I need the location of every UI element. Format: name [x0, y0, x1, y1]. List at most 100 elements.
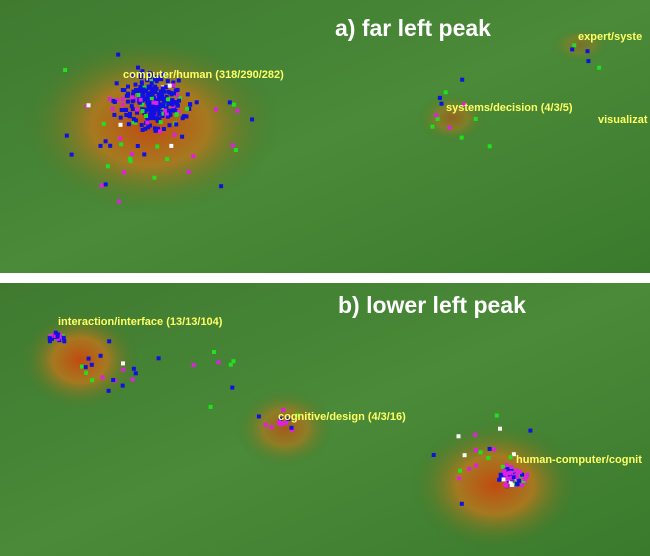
point — [183, 114, 188, 119]
point — [176, 78, 181, 83]
point — [500, 464, 505, 469]
point — [90, 378, 95, 383]
point — [151, 116, 156, 121]
point — [507, 472, 512, 477]
point — [148, 116, 153, 121]
point — [161, 127, 166, 131]
point — [504, 473, 509, 478]
point — [278, 416, 283, 421]
point — [64, 133, 69, 138]
point — [110, 106, 115, 111]
point — [86, 356, 91, 361]
point — [148, 103, 152, 108]
point — [158, 129, 162, 134]
point — [492, 447, 497, 452]
point — [437, 95, 442, 100]
point — [216, 360, 221, 365]
point — [105, 164, 110, 169]
point — [138, 84, 143, 89]
cluster-label: interaction/interface (13/13/104) — [58, 316, 223, 328]
point — [227, 100, 232, 105]
point — [131, 117, 136, 121]
point — [161, 89, 166, 93]
point — [49, 336, 54, 341]
point — [158, 120, 163, 125]
point — [142, 97, 147, 102]
point — [155, 107, 160, 112]
panel-title: a) far left peak — [335, 15, 491, 41]
point — [130, 74, 135, 79]
point — [142, 111, 147, 116]
point — [157, 76, 162, 81]
point — [151, 108, 156, 113]
point — [504, 463, 509, 467]
point — [154, 116, 159, 121]
point — [151, 100, 156, 105]
point — [62, 339, 67, 344]
point — [185, 92, 190, 97]
panel-b: b) lower left peak interaction/interface… — [0, 283, 650, 556]
point — [58, 332, 63, 337]
point — [185, 106, 190, 111]
point — [158, 91, 163, 96]
point — [145, 94, 150, 99]
point — [126, 122, 131, 127]
point — [131, 98, 136, 103]
point — [430, 124, 435, 129]
point — [145, 120, 150, 125]
point — [84, 370, 89, 375]
point — [120, 102, 125, 107]
point — [175, 103, 180, 108]
panel-title: b) lower left peak — [338, 292, 526, 318]
point — [139, 75, 143, 79]
point — [138, 97, 143, 102]
point — [524, 475, 529, 479]
point — [165, 79, 170, 84]
point — [150, 103, 155, 108]
point — [134, 97, 139, 102]
point — [158, 89, 163, 94]
point — [514, 476, 519, 481]
point — [83, 365, 88, 370]
point — [141, 87, 146, 92]
point — [528, 428, 533, 433]
point — [135, 107, 140, 112]
point — [133, 371, 138, 376]
point — [515, 482, 520, 487]
point — [136, 65, 140, 70]
peak — [410, 420, 580, 550]
point — [153, 77, 157, 82]
point — [167, 113, 172, 118]
point — [124, 93, 129, 98]
point — [133, 82, 138, 87]
point — [522, 477, 527, 482]
point — [474, 463, 479, 468]
point — [231, 102, 236, 107]
point — [112, 112, 117, 117]
point — [99, 183, 104, 188]
point — [514, 473, 519, 478]
point — [143, 108, 147, 113]
point — [153, 84, 158, 89]
point — [149, 92, 154, 97]
point — [131, 89, 136, 94]
point — [166, 97, 171, 102]
point — [520, 472, 525, 477]
point — [55, 336, 60, 341]
point — [174, 122, 179, 127]
point — [152, 126, 157, 131]
point — [134, 118, 138, 123]
point — [153, 90, 158, 94]
point — [447, 125, 452, 130]
point — [212, 350, 216, 354]
point — [439, 101, 444, 106]
point — [135, 144, 140, 148]
point — [167, 123, 172, 128]
cluster-label: cognitive/design (4/3/16) — [278, 411, 406, 423]
point — [140, 127, 145, 132]
point — [172, 107, 177, 112]
point — [157, 111, 162, 116]
point — [103, 139, 108, 144]
point — [119, 108, 124, 112]
point — [143, 126, 148, 131]
